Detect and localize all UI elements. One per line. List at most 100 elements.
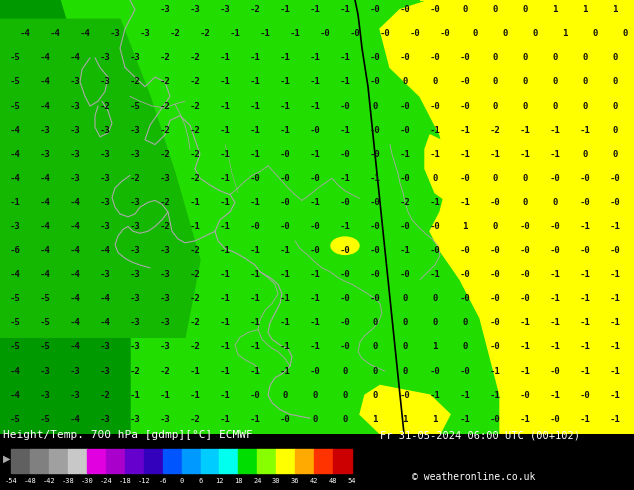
Text: -3: -3 [160,174,171,183]
Text: -0: -0 [439,29,450,38]
Polygon shape [380,0,634,434]
Text: 0: 0 [582,149,588,159]
Text: -1: -1 [250,125,261,135]
Text: -0: -0 [370,246,380,255]
Text: -2: -2 [489,125,500,135]
Text: -0: -0 [309,222,320,231]
Text: 48: 48 [328,478,337,484]
Text: 0: 0 [179,478,184,484]
Text: 0: 0 [493,77,498,86]
Text: -2: -2 [160,222,171,231]
Text: -1: -1 [340,53,351,62]
Text: -0: -0 [460,101,470,111]
Text: 0: 0 [502,29,508,38]
Text: -2: -2 [160,53,171,62]
Text: -1: -1 [460,415,470,424]
Text: -2: -2 [250,5,261,14]
Text: -4: -4 [100,294,110,303]
Text: -3: -3 [39,367,50,375]
Text: -3: -3 [129,222,140,231]
Text: -30: -30 [81,478,93,484]
Text: -4: -4 [39,222,50,231]
Text: -12: -12 [138,478,150,484]
Text: -1: -1 [280,367,290,375]
Text: 0: 0 [612,53,618,62]
Text: © weatheronline.co.uk: © weatheronline.co.uk [412,471,536,482]
Text: -0: -0 [550,246,560,255]
Text: -1: -1 [190,198,200,207]
Polygon shape [420,0,634,58]
Text: 0: 0 [462,5,468,14]
Text: -2: -2 [160,198,171,207]
Text: -1: -1 [219,77,230,86]
Text: -4: -4 [39,198,50,207]
Text: Height/Temp. 700 hPa [gdmp][°C] ECMWF: Height/Temp. 700 hPa [gdmp][°C] ECMWF [3,430,253,441]
Text: -1: -1 [219,174,230,183]
Text: -0: -0 [250,391,261,400]
Text: -4: -4 [39,174,50,183]
Text: -1: -1 [340,174,351,183]
Text: 0: 0 [432,174,437,183]
Text: 0: 0 [432,294,437,303]
Text: -0: -0 [370,5,380,14]
Text: -0: -0 [370,53,380,62]
Text: ▶: ▶ [3,454,11,464]
Text: 0: 0 [342,415,347,424]
Text: -2: -2 [190,77,200,86]
Text: -1: -1 [340,125,351,135]
Text: -1: -1 [550,149,560,159]
Text: -1: -1 [190,391,200,400]
Text: -4: -4 [70,270,81,279]
Text: -0: -0 [349,29,360,38]
Text: -3: -3 [190,5,200,14]
Text: -1: -1 [520,367,531,375]
Text: -4: -4 [39,101,50,111]
Text: -1: -1 [290,29,301,38]
Text: -0: -0 [320,29,330,38]
Text: -1: -1 [250,343,261,351]
Text: -3: -3 [100,367,110,375]
Text: -1: -1 [399,246,410,255]
Text: -0: -0 [460,77,470,86]
Text: 54: 54 [347,478,356,484]
Text: -0: -0 [399,174,410,183]
Text: -1: -1 [610,294,621,303]
Text: -1: -1 [219,343,230,351]
Text: -0: -0 [399,125,410,135]
Text: -3: -3 [129,125,140,135]
Text: -1: -1 [250,198,261,207]
Text: Fr 31-05-2024 06:00 UTC (00+102): Fr 31-05-2024 06:00 UTC (00+102) [380,430,580,441]
Text: -1: -1 [10,198,20,207]
Text: -3: -3 [129,318,140,327]
Text: 1: 1 [403,415,408,424]
Text: -2: -2 [100,101,110,111]
Text: 0: 0 [522,174,527,183]
Text: -1: -1 [230,29,240,38]
Text: -3: -3 [70,174,81,183]
Text: 0: 0 [432,77,437,86]
Text: 0: 0 [342,367,347,375]
Text: -1: -1 [550,343,560,351]
Text: 0: 0 [582,101,588,111]
Text: -1: -1 [309,5,320,14]
Text: 0: 0 [472,29,477,38]
Text: 0: 0 [582,53,588,62]
Text: -1: -1 [460,149,470,159]
Text: -1: -1 [250,294,261,303]
Text: -1: -1 [610,343,621,351]
Text: -0: -0 [309,174,320,183]
Text: -4: -4 [39,246,50,255]
Text: -1: -1 [160,391,171,400]
Text: -3: -3 [160,5,171,14]
Text: 0: 0 [403,77,408,86]
Text: -0: -0 [250,174,261,183]
Text: -1: -1 [610,318,621,327]
Text: -0: -0 [430,101,441,111]
Text: -0: -0 [579,174,590,183]
Text: -1: -1 [280,318,290,327]
Text: -3: -3 [100,53,110,62]
Text: -0: -0 [309,367,320,375]
Text: -1: -1 [250,318,261,327]
Text: 0: 0 [282,391,288,400]
Text: -1: -1 [340,5,351,14]
